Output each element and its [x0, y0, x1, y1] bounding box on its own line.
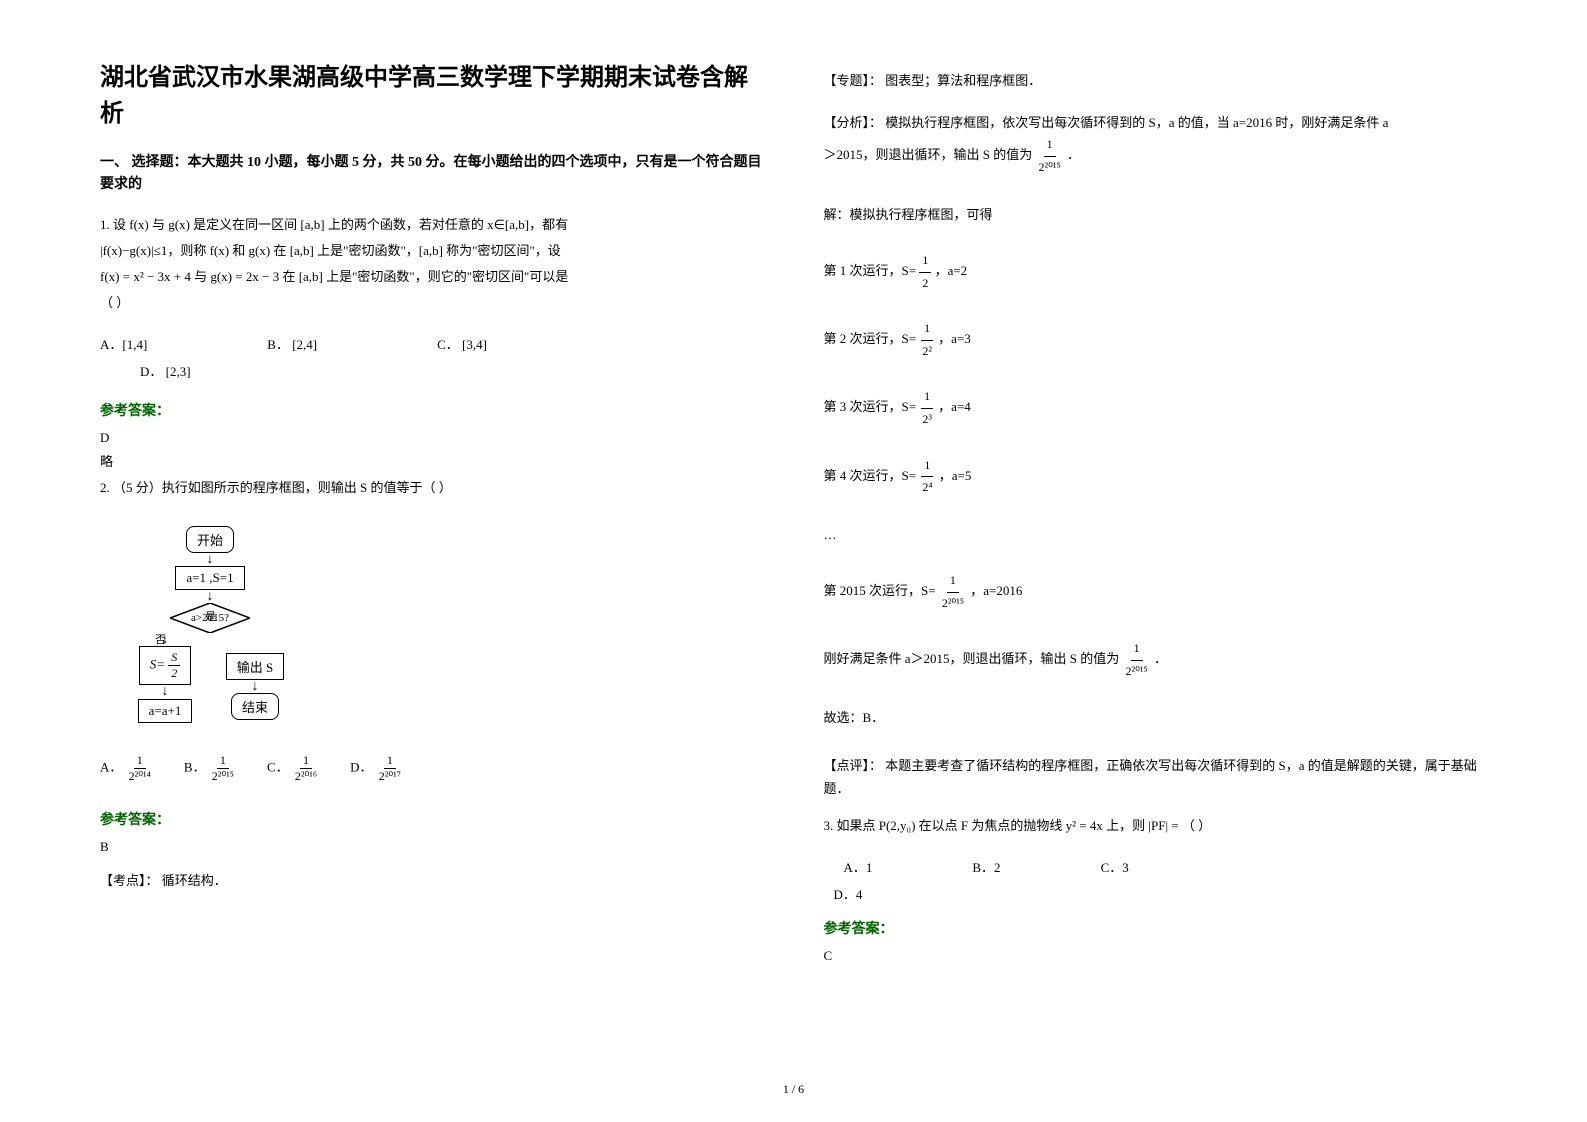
- q1-option-c: C． [3,4]: [437, 334, 487, 353]
- conclusion: 刚好满足条件 a＞2015，则退出循环，输出 S 的值为 12²⁰¹⁵ ．: [824, 638, 1488, 682]
- q2-option-d: D． 12²⁰¹⁷: [350, 753, 404, 784]
- flowchart: 开始 ↓ a=1 ,S=1 ↓ a>2015? 是 否 ↓ S= S2 ↓ a=…: [120, 526, 300, 723]
- q3-option-d: D．4: [834, 884, 1488, 903]
- question-3: 3. 如果点 P(2,y₀) 在以点 F 为焦点的抛物线 y² = 4x 上，则…: [824, 813, 1488, 839]
- q2-option-b: B． 12²⁰¹⁵: [184, 753, 237, 784]
- q3-option-c: C．3: [1101, 857, 1129, 876]
- flow-yes-label: 是: [205, 608, 216, 624]
- flow-calc: S= S2: [139, 646, 192, 685]
- q1-option-b: B． [2,4]: [267, 334, 317, 353]
- page-number: 1 / 6: [783, 1082, 804, 1097]
- q1-line4: （ ）: [100, 290, 764, 316]
- arrow-icon: ↓: [120, 591, 300, 602]
- q1-answer-label: 参考答案：: [100, 400, 764, 420]
- q1-line3: f(x) = x² − 3x + 4 与 g(x) = 2x − 3 在 [a,…: [100, 264, 764, 290]
- flow-init: a=1 ,S=1: [175, 566, 244, 590]
- step-2: 第 2 次运行，S= 12² ，a=3: [824, 318, 1488, 362]
- arrow-icon: ↓: [252, 681, 259, 692]
- fenxi: 【分析】： 模拟执行程序框图，依次写出每次循环得到的 S，a 的值，当 a=20…: [824, 111, 1488, 179]
- question-1: 1. 设 f(x) 与 g(x) 是定义在同一区间 [a,b] 上的两个函数，若…: [100, 212, 764, 316]
- flow-output: 输出 S: [226, 653, 284, 680]
- q3-answer-label: 参考答案：: [824, 918, 1488, 938]
- step-2015: 第 2015 次运行，S= 12²⁰¹⁵ ，a=2016: [824, 570, 1488, 614]
- jie-header: 解：模拟执行程序框图，可得: [824, 203, 1488, 226]
- q3-option-a: A．1: [844, 857, 873, 876]
- q3-answer: C: [824, 948, 1488, 964]
- flow-increment: a=a+1: [138, 699, 193, 723]
- q3-option-b: B．2: [972, 857, 1000, 876]
- q1-option-a: A．[1,4]: [100, 334, 147, 353]
- flow-start: 开始: [186, 526, 234, 553]
- arrow-icon: ↓: [162, 686, 169, 697]
- q1-options-row1: A．[1,4] B． [2,4] C． [3,4]: [100, 334, 764, 353]
- question-2: 2. （5 分）执行如图所示的程序框图，则输出 S 的值等于（ ）: [100, 475, 764, 501]
- q1-option-d: D． [2,3]: [140, 361, 764, 380]
- q2-options: A． 12²⁰¹⁴ B． 12²⁰¹⁵ C． 12²⁰¹⁶ D． 12²⁰¹⁷: [100, 753, 764, 784]
- arrow-icon: ↓: [120, 554, 300, 565]
- dianping: 【点评】： 本题主要考查了循环结构的程序框图，正确依次写出每次循环得到的 S，a…: [824, 754, 1488, 801]
- q1-line2: |f(x)−g(x)|≤1，则称 f(x) 和 g(x) 在 [a,b] 上是"…: [100, 238, 764, 264]
- zhuanti: 【专题】： 图表型；算法和程序框图．: [824, 70, 1488, 89]
- document-title: 湖北省武汉市水果湖高级中学高三数学理下学期期末试卷含解析: [100, 60, 764, 132]
- flow-no-label: 否: [155, 631, 166, 647]
- step-4: 第 4 次运行，S= 12⁴ ，a=5: [824, 455, 1488, 499]
- q2-option-c: C． 12²⁰¹⁶: [267, 753, 320, 784]
- flow-condition-wrap: a>2015? 是 否: [120, 603, 300, 633]
- flow-end: 结束: [231, 693, 279, 720]
- left-column: 湖北省武汉市水果湖高级中学高三数学理下学期期末试卷含解析 一、 选择题：本大题共…: [100, 60, 764, 1082]
- dots: …: [824, 523, 1488, 546]
- section-1-header: 一、 选择题：本大题共 10 小题，每小题 5 分，共 50 分。在每小题给出的…: [100, 152, 764, 197]
- q2-answer-label: 参考答案：: [100, 809, 764, 829]
- guxuan: 故选：B．: [824, 706, 1488, 729]
- q1-line1: 1. 设 f(x) 与 g(x) 是定义在同一区间 [a,b] 上的两个函数，若…: [100, 212, 764, 238]
- q1-answer: D: [100, 430, 764, 446]
- right-column: 【专题】： 图表型；算法和程序框图． 【分析】： 模拟执行程序框图，依次写出每次…: [824, 60, 1488, 1082]
- step-1: 第 1 次运行，S= 12 ，a=2: [824, 250, 1488, 294]
- q2-kaodian: 【考点】： 循环结构．: [100, 870, 764, 889]
- q2-answer: B: [100, 839, 764, 855]
- q2-option-a: A． 12²⁰¹⁴: [100, 753, 154, 784]
- q3-options-row1: A．1 B．2 C．3: [824, 857, 1488, 876]
- step-3: 第 3 次运行，S= 12³ ，a=4: [824, 386, 1488, 430]
- q1-answer-note: 略: [100, 451, 764, 470]
